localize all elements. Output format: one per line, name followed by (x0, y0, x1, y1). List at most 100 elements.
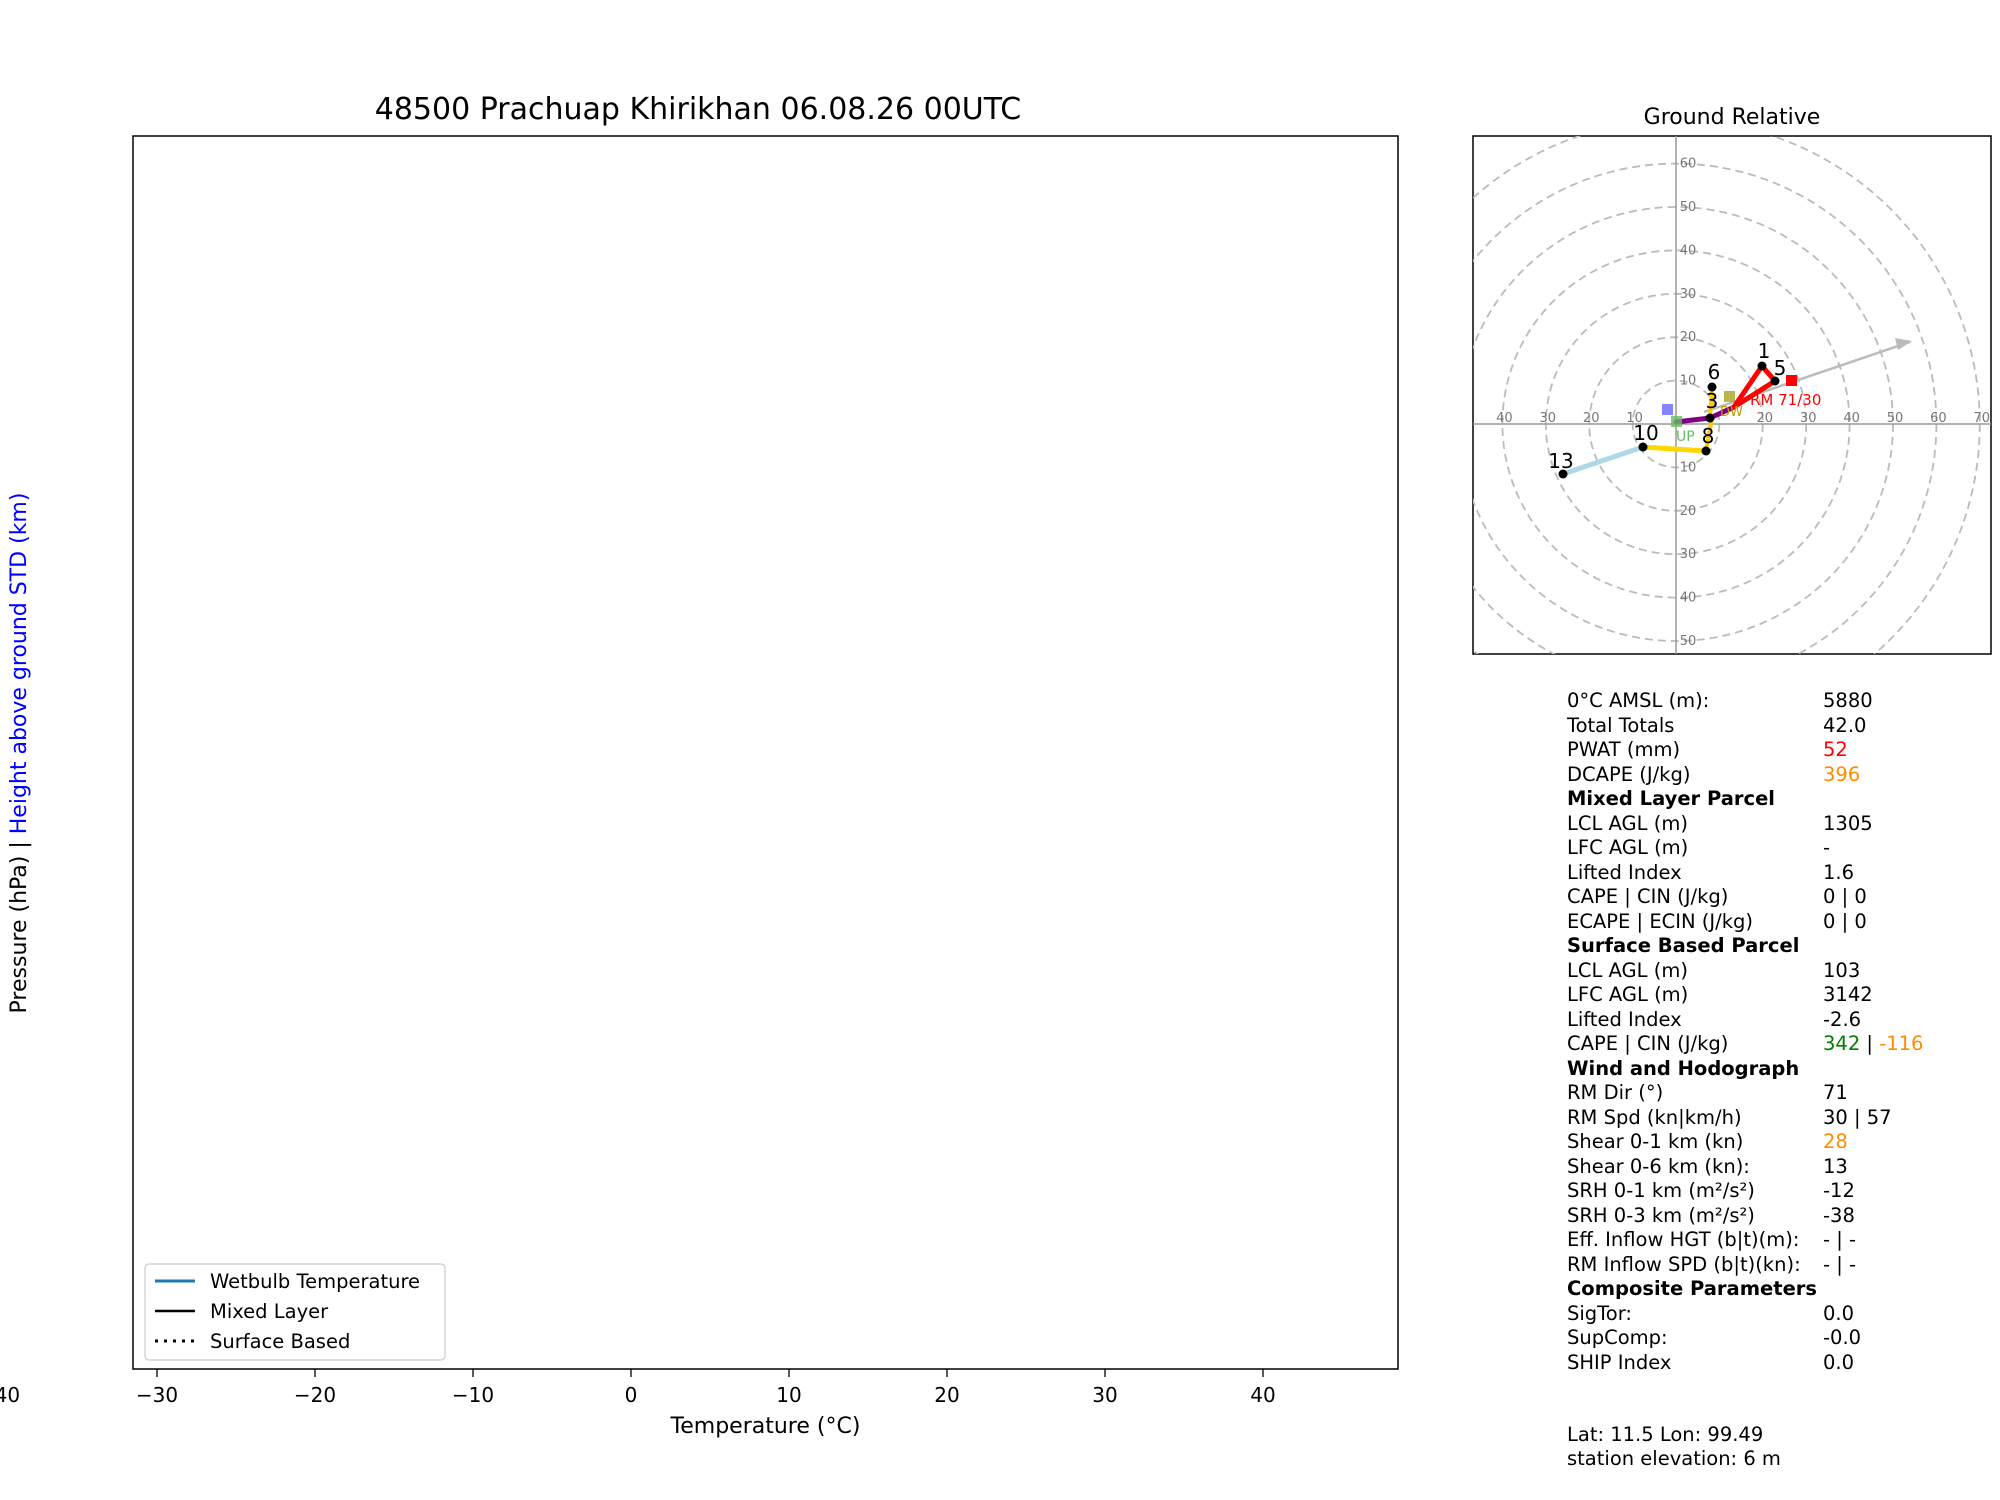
param-value: 342 | -116 (1823, 1032, 1923, 1055)
param-label: Lifted Index (1567, 860, 1682, 884)
hodograph-ring-label: 50 (1680, 634, 1697, 649)
legend-entry: Mixed Layer (210, 1300, 329, 1323)
param-value: 52 (1823, 738, 1848, 761)
param-value-text: -0.0 (1823, 1326, 1862, 1349)
param-value-text: 1305 (1823, 811, 1873, 835)
hodograph-height-dot (1707, 382, 1717, 392)
hodograph-ring-label: 50 (1680, 200, 1697, 215)
x-axis-label: Temperature (°C) (670, 1414, 861, 1439)
hodograph-ring-label: 40 (1496, 411, 1513, 426)
hodograph-ring-label: 30 (1540, 411, 1557, 426)
hodograph-trace: 15 6 3 8 10 13 RM 71/30 UP DW (1548, 338, 1912, 479)
param-label: Shear 0-1 km (kn) (1567, 1130, 1744, 1153)
param-value-text: - | - (1823, 1252, 1857, 1276)
hodograph-height-label: 13 (1548, 449, 1573, 473)
y-axis-label-pressure: Pressure (hPa) (7, 856, 32, 1014)
param-label: SRH 0-1 km (m²/s²) (1567, 1179, 1755, 1202)
param-label: DCAPE (J/kg) (1567, 762, 1691, 786)
chart-title: 48500 Prachuap Khirikhan 06.08.26 00UTC (374, 92, 1022, 127)
param-label: LFC AGL (m) (1567, 983, 1689, 1006)
hodograph-grid: 40 30 20 10 20 30 40 50 60 70 10 20 30 40 50 60 10 20 30 40… (1473, 136, 1991, 654)
param-value: 396 (1823, 763, 1860, 786)
legend-box (144, 1263, 446, 1361)
param-value-text: 1.6 (1823, 860, 1855, 884)
param-value: 0.0 (1823, 1302, 1854, 1325)
x-tick-label: −40 (0, 1383, 20, 1407)
storm-motion-arrowhead (1895, 338, 1912, 350)
x-tick-label: −30 (136, 1383, 178, 1407)
param-value: 0 | 0 (1823, 910, 1867, 933)
param-value: 0.0 (1823, 1351, 1854, 1374)
param-value-text: 103 (1823, 958, 1861, 982)
param-value: - | - (1823, 1228, 1856, 1251)
y-axis-label-separator: | (7, 834, 32, 855)
plot-frame (132, 135, 1399, 1370)
x-tick-label: 0 (625, 1383, 638, 1407)
param-value: -0.0 (1823, 1326, 1861, 1349)
param-value-text: 42.0 (1823, 713, 1867, 737)
param-value-text: 0 | 0 (1823, 885, 1867, 908)
param-value: -2.6 (1823, 1008, 1861, 1031)
legend-entry: Wetbulb Temperature (210, 1270, 420, 1293)
param-value-text: 71 (1823, 1081, 1848, 1104)
hodograph-title: Ground Relative (1644, 105, 1821, 130)
rm-annotation: RM 71/30 (1750, 391, 1821, 409)
hodograph-ring-label: 10 (1626, 411, 1643, 426)
hodograph-ring-label: 70 (1974, 411, 1991, 426)
param-value: 5880 (1823, 689, 1873, 712)
hodograph-height-dot (1705, 413, 1715, 423)
param-value: - | - (1823, 1253, 1856, 1276)
x-tick-label: 10 (776, 1383, 801, 1407)
param-label: Lifted Index (1567, 1007, 1682, 1031)
hodograph-height-label: 5 (1774, 356, 1787, 380)
hodograph-ring-label: 40 (1843, 411, 1860, 426)
section-title: Composite Parameters (1567, 1277, 1818, 1300)
legend-entry: Surface Based (210, 1330, 350, 1353)
hodograph-ring-label: 60 (1680, 157, 1697, 172)
param-value-text: - | - (1823, 1228, 1857, 1251)
param-label: LFC AGL (m) (1567, 836, 1689, 859)
plot-border (132, 135, 1399, 1370)
param-value-text: 30 | 57 (1823, 1105, 1892, 1129)
hodograph: 40 30 20 10 20 30 40 50 60 70 10 20 30 40 50 60 10 20 30 40… (1472, 105, 1992, 655)
param-label: CAPE | CIN (J/kg) (1567, 1032, 1729, 1055)
section-title: Mixed Layer Parcel (1567, 787, 1775, 810)
param-label: Eff. Inflow HGT (b|t)(m): (1567, 1228, 1800, 1251)
hodograph-ring-label: 30 (1680, 287, 1697, 302)
rm-marker (1786, 375, 1797, 386)
hodograph-height-label: 6 (1708, 360, 1721, 384)
param-label: SigTor: (1567, 1301, 1632, 1325)
param-value-text: -12 (1823, 1179, 1855, 1202)
param-label: ECAPE | ECIN (J/kg) (1567, 909, 1754, 933)
x-tick-label: −10 (452, 1383, 494, 1407)
hodograph-ring-label: 20 (1757, 411, 1774, 426)
param-value-text: 0.0 (1823, 1350, 1855, 1374)
dw-annotation: DW (1720, 405, 1743, 420)
param-label: RM Inflow SPD (b|t)(kn): (1567, 1252, 1801, 1276)
param-value: 1.6 (1823, 861, 1854, 884)
param-value: 103 (1823, 959, 1860, 982)
hodograph-ring-label: 40 (1680, 591, 1697, 606)
param-value: 3142 (1823, 983, 1873, 1006)
param-value-text: 5880 (1823, 689, 1873, 712)
section-title: Wind and Hodograph (1567, 1056, 1800, 1080)
param-label: LCL AGL (m) (1567, 958, 1688, 982)
hodograph-ring-label: 40 (1680, 243, 1697, 258)
param-value-text: 0 | 0 (1823, 909, 1867, 933)
hodograph-height-label: 3 (1706, 389, 1719, 413)
hodograph-height-label: 1 (1758, 339, 1771, 363)
param-value-text: 3142 (1823, 983, 1873, 1006)
hodograph-ring-label: 60 (1930, 411, 1947, 426)
param-value: 71 (1823, 1081, 1848, 1104)
param-label: LCL AGL (m) (1567, 811, 1688, 835)
param-label: PWAT (mm) (1567, 738, 1681, 761)
hodograph-segment (1560, 444, 1646, 477)
param-label: Total Totals (1567, 713, 1675, 737)
hodograph-height-dot (1558, 469, 1568, 479)
y-axis-label-height: Height above ground STD (km) (7, 493, 32, 835)
hodograph-ring-label: 20 (1680, 504, 1697, 519)
param-label: CAPE | CIN (J/kg) (1567, 885, 1729, 908)
mean-wind-marker (1724, 391, 1735, 402)
hodograph-segment (1731, 363, 1778, 410)
